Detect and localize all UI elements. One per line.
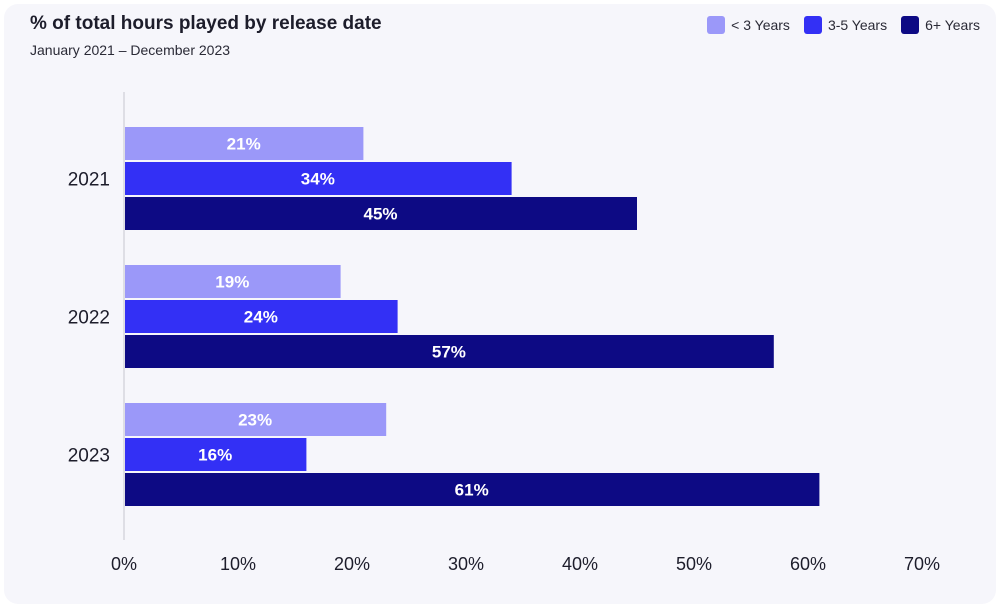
legend-item-under-3-years: < 3 Years <box>707 16 790 34</box>
category-label: 2021 <box>68 170 110 191</box>
bar <box>125 265 341 298</box>
legend-item-3-5-years: 3-5 Years <box>803 16 888 34</box>
x-tick-label: 0% <box>111 554 137 574</box>
category-label: 2022 <box>68 308 110 329</box>
bar <box>125 162 512 195</box>
legend-label-under-3-years: < 3 Years <box>731 17 790 33</box>
chart-legend: < 3 Years 3-5 Years 6+ Years <box>707 16 980 34</box>
bar <box>125 335 774 368</box>
bar-data-label: 19% <box>215 273 249 292</box>
bar-data-label: 61% <box>455 481 489 500</box>
bar-data-label: 21% <box>227 135 261 154</box>
bar <box>125 300 398 333</box>
x-tick-label: 60% <box>790 554 826 574</box>
bar <box>125 473 820 506</box>
x-tick-label: 50% <box>676 554 712 574</box>
bar-data-label: 23% <box>238 411 272 430</box>
bar-data-label: 57% <box>432 343 466 362</box>
bar-data-label: 24% <box>244 308 278 327</box>
bar-data-label: 34% <box>301 170 335 189</box>
x-tick-label: 20% <box>334 554 370 574</box>
legend-label-3-5-years: 3-5 Years <box>827 17 888 33</box>
x-tick-label: 10% <box>220 554 256 574</box>
bar <box>125 197 637 230</box>
x-tick-label: 30% <box>448 554 484 574</box>
bar <box>125 403 387 436</box>
legend-label-6-plus-years: 6+ Years <box>925 17 980 33</box>
legend-swatch-3-5-years <box>803 16 822 34</box>
chart-title: % of total hours played by release date <box>30 13 382 34</box>
bar-data-label: 16% <box>198 446 232 465</box>
category-label: 2023 <box>68 446 110 467</box>
x-tick-label: 40% <box>562 554 598 574</box>
bar <box>125 438 307 471</box>
bar-data-label: 45% <box>363 205 397 224</box>
legend-swatch-6-plus-years <box>901 16 920 34</box>
legend-item-6-plus-years: 6+ Years <box>901 16 980 34</box>
chart-subtitle: January 2021 – December 2023 <box>30 42 231 58</box>
legend-swatch-under-3-years <box>707 16 726 34</box>
bar <box>125 127 364 160</box>
x-tick-label: 70% <box>904 554 940 574</box>
